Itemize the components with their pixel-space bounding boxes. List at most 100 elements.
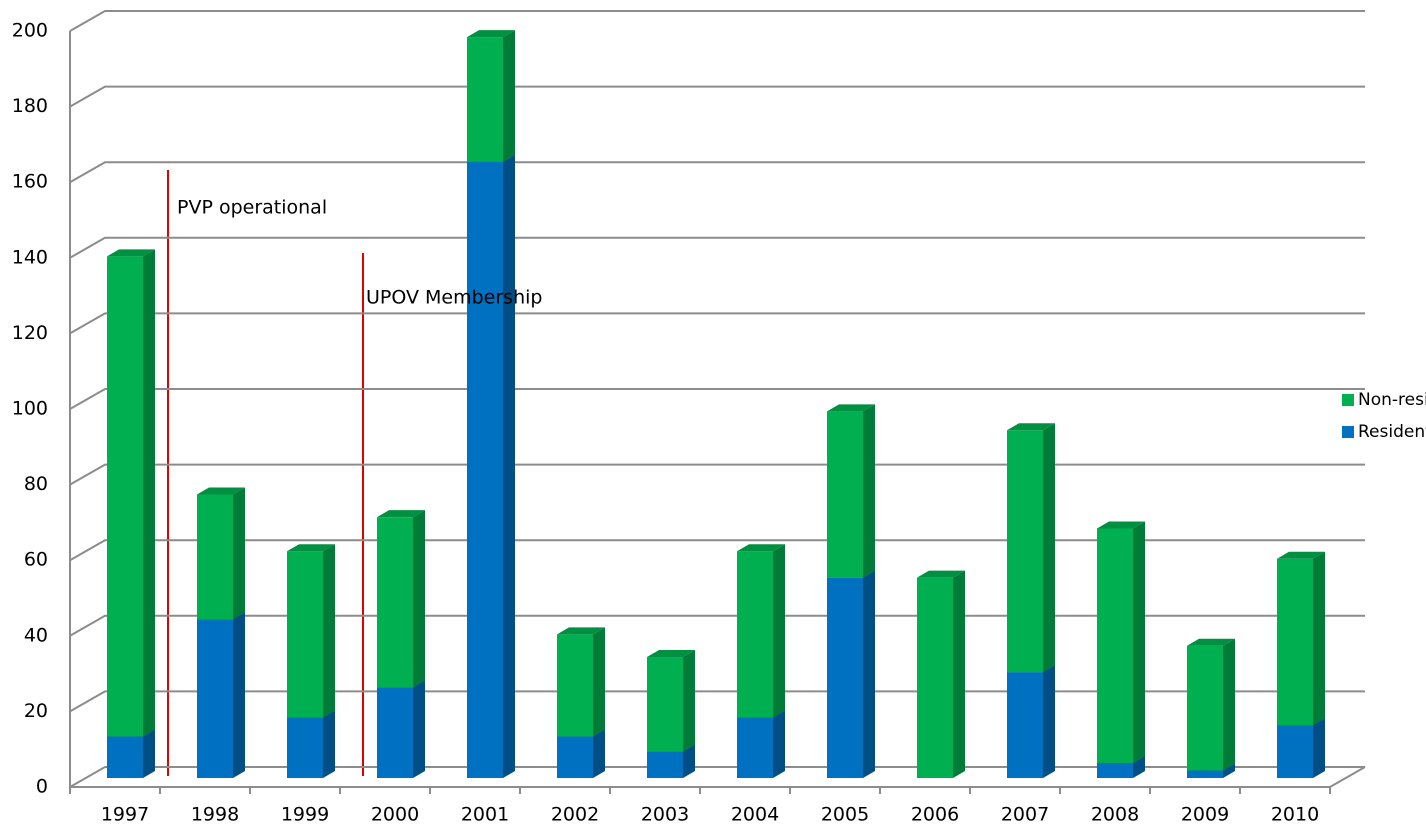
y-tick-label: 200: [12, 20, 48, 42]
bar-top: [557, 627, 605, 635]
bar-top: [917, 570, 965, 578]
x-tick-label: 2001: [461, 804, 509, 826]
bar-top: [467, 30, 515, 38]
x-tick-label: 1999: [281, 804, 329, 826]
bar-segment: [1097, 528, 1133, 763]
bar-side: [953, 570, 965, 778]
y-tick-label: 140: [12, 246, 48, 268]
legend-label: Non-residents: [1358, 390, 1426, 410]
grid-line: [69, 312, 1365, 335]
bar-side: [233, 487, 245, 620]
bar-side: [863, 570, 875, 778]
bar-top: [197, 487, 245, 495]
grid-line: [69, 236, 1365, 259]
bar-side: [683, 650, 695, 752]
x-tick-label: 2002: [551, 804, 599, 826]
grid-line: [69, 690, 1365, 713]
bar-segment: [1097, 762, 1133, 778]
bar-side: [323, 544, 335, 718]
grid-line: [69, 10, 1365, 32]
bar-top: [107, 249, 155, 257]
bar-side: [1133, 755, 1145, 778]
bar-top: [377, 510, 425, 518]
bar-segment: [377, 687, 413, 778]
bar-top: [827, 404, 875, 412]
bar-top: [737, 544, 785, 552]
bar-side: [593, 627, 605, 737]
bar-segment: [1187, 770, 1223, 778]
bar-segment: [197, 494, 233, 620]
bar-segment: [1007, 672, 1043, 778]
bar-segment: [107, 736, 143, 778]
x-tick-label: 2000: [371, 804, 419, 826]
bar-side: [1133, 521, 1145, 763]
bar-side: [1043, 423, 1055, 673]
bar-top: [1097, 521, 1145, 529]
legend-swatch: [1342, 426, 1354, 438]
y-tick-label: 180: [12, 95, 48, 117]
bar-segment: [287, 551, 323, 718]
bar-side: [143, 729, 155, 778]
x-tick-label: 2009: [1181, 804, 1229, 826]
bar-side: [1223, 763, 1235, 778]
grid-line: [69, 539, 1365, 562]
bar-side: [1313, 551, 1325, 726]
bar-top: [1007, 423, 1055, 431]
bar-side: [593, 729, 605, 778]
bar-side: [413, 680, 425, 778]
floor-edge: [70, 766, 1366, 788]
x-tick-label: 2003: [641, 804, 689, 826]
bar-side: [503, 30, 515, 162]
y-tick-label: 0: [36, 776, 48, 798]
bar-side: [1223, 638, 1235, 771]
x-tick-label: 1998: [191, 804, 239, 826]
bar-side: [233, 612, 245, 778]
x-tick-label: 2004: [731, 804, 779, 826]
bar-segment: [287, 717, 323, 778]
y-tick-label: 120: [12, 322, 48, 344]
bar-side: [1043, 665, 1055, 778]
x-tick-label: 2006: [911, 804, 959, 826]
bar-segment: [557, 736, 593, 778]
y-tick-label: 100: [12, 398, 48, 420]
y-tick-label: 80: [24, 473, 48, 495]
bar-side: [413, 510, 425, 688]
bar-segment: [1187, 645, 1223, 771]
bar-top: [287, 544, 335, 552]
x-tick-label: 2005: [821, 804, 869, 826]
bar-segment: [467, 161, 503, 779]
bar-side: [863, 404, 875, 578]
grid-line: [69, 463, 1365, 486]
bar-segment: [197, 619, 233, 778]
grid-line: [69, 85, 1365, 108]
bar-side: [1313, 718, 1325, 778]
y-tick-label: 160: [12, 171, 48, 193]
bar-side: [773, 710, 785, 778]
y-tick-label: 40: [24, 624, 48, 646]
bar-segment: [737, 551, 773, 718]
grid-line: [69, 388, 1365, 410]
x-tick-label: 2008: [1091, 804, 1139, 826]
bar-segment: [647, 751, 683, 778]
bar-top: [647, 650, 695, 658]
bar-top: [1187, 638, 1235, 646]
bar-segment: [1277, 558, 1313, 726]
x-tick-label: 2007: [1001, 804, 1049, 826]
legend-label: Residents: [1358, 422, 1426, 442]
bar-side: [683, 744, 695, 778]
legend-swatch: [1342, 394, 1354, 406]
bar-segment: [917, 577, 953, 778]
bar-segment: [647, 657, 683, 752]
x-tick-label: 2010: [1271, 804, 1319, 826]
bar-segment: [1277, 725, 1313, 778]
grid-line: [69, 614, 1365, 637]
bar-side: [323, 710, 335, 778]
grid-line: [69, 766, 1365, 788]
bar-segment: [467, 37, 503, 162]
bar-segment: [827, 411, 863, 578]
y-tick-label: 20: [24, 700, 48, 722]
bar-segment: [737, 717, 773, 778]
annotation: UPOV Membership: [366, 287, 542, 309]
bar-top: [1277, 551, 1325, 559]
